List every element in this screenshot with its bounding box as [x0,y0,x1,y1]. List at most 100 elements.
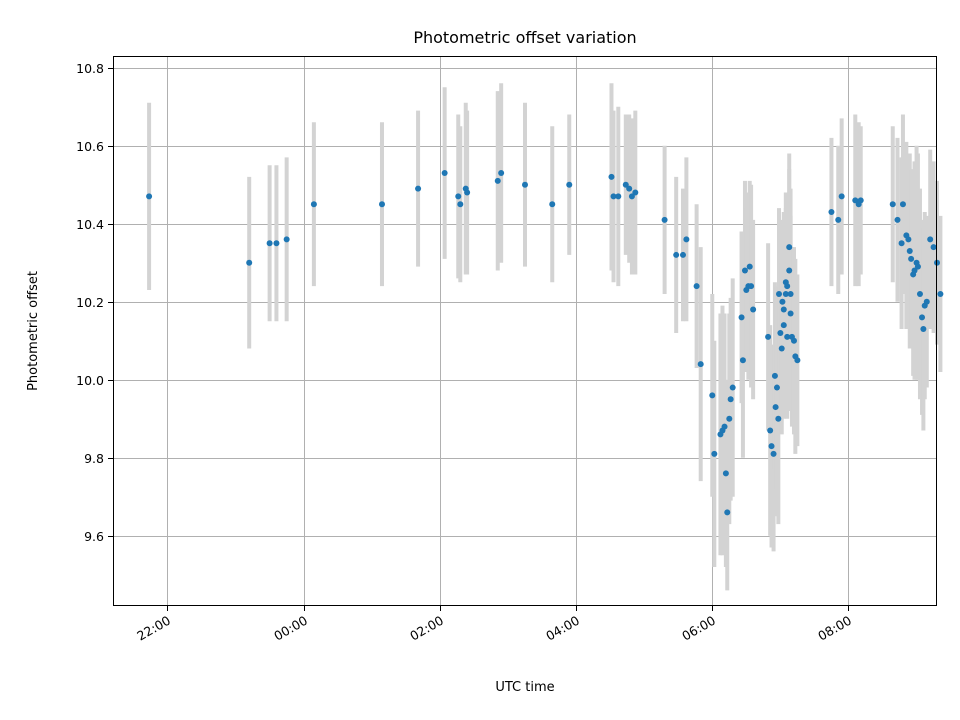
data-point [779,298,786,305]
data-point [729,384,736,391]
data-point [923,298,930,305]
data-point [724,509,731,516]
data-point [549,201,556,208]
data-point [770,450,777,457]
data-point [378,201,385,208]
data-point [464,189,471,196]
data-point [273,240,280,247]
data-point [750,306,757,313]
data-point [608,173,615,180]
chart-title: Photometric offset variation [413,28,636,47]
data-point [673,251,680,258]
data-point [610,193,617,200]
data-point [697,361,704,368]
data-point [786,267,793,274]
y-axis-ticks: 9.6 9.8 10.0 10.2 10.4 10.6 10.8 [76,61,113,544]
data-point [838,193,845,200]
data-point [894,216,901,223]
data-point [679,251,686,258]
data-point [899,201,906,208]
data-point [857,197,864,204]
y-tick-label: 10.6 [76,139,104,154]
data-point [794,357,801,364]
data-point [615,193,622,200]
data-point [927,236,934,243]
data-point [626,185,633,192]
data-point [661,216,668,223]
data-point [727,396,734,403]
data-point [930,244,937,251]
y-tick-label: 9.8 [84,451,104,466]
data-point [919,314,926,321]
data-point [828,209,835,216]
data-point [722,470,729,477]
data-point [772,404,779,411]
data-point [914,263,921,270]
data-point [494,177,501,184]
y-axis-label: Photometric offset [26,271,41,391]
data-point [906,248,913,255]
data-point [920,326,927,333]
data-point [916,290,923,297]
data-point [889,201,896,208]
data-point [784,283,791,290]
data-point [746,263,753,270]
data-point [441,170,448,177]
data-point [777,329,784,336]
data-point [780,322,787,329]
x-axis-label: UTC time [495,680,554,695]
data-point [905,236,912,243]
point-layer [146,170,944,516]
data-point [767,427,774,434]
data-point [773,384,780,391]
data-point [790,337,797,344]
data-point [835,216,842,223]
data-point [852,197,859,204]
data-point [455,193,462,200]
data-point [898,240,905,247]
data-point [522,181,528,188]
data-point [711,450,718,457]
data-point [266,240,273,247]
data-point [765,333,772,340]
data-point [786,244,793,251]
data-point [741,267,748,274]
data-point [787,290,794,297]
plot-frame [113,56,937,606]
data-point [628,193,635,200]
y-tick-label: 10.4 [76,217,104,232]
data-point [748,283,755,290]
data-point [776,290,783,297]
data-point [622,181,629,188]
data-point [498,170,505,177]
data-point [721,423,728,430]
y-tick-label: 9.6 [84,529,104,544]
data-point [782,290,789,297]
y-tick-label: 10.2 [76,295,104,310]
data-point [768,443,775,450]
data-point [415,185,422,192]
data-point [784,333,791,340]
data-point [778,345,785,352]
data-point [566,181,573,188]
data-point [911,267,918,274]
data-point [739,357,746,364]
data-point [709,392,716,399]
data-point [310,201,317,208]
data-point [283,236,290,243]
y-tick-label: 10.8 [76,61,104,76]
data-point [787,310,794,317]
data-point [246,259,253,266]
data-point [780,306,787,313]
data-point [908,255,915,262]
data-point [632,189,639,196]
data-point [726,415,733,422]
data-point [738,314,745,321]
y-tick-label: 10.0 [76,373,104,388]
data-point [771,372,778,379]
data-point [693,283,700,290]
data-point [683,236,690,243]
data-point [775,415,782,422]
